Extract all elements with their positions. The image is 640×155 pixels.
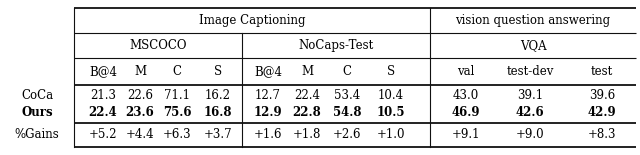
Text: %Gains: %Gains — [15, 128, 60, 142]
Text: 10.4: 10.4 — [378, 89, 404, 102]
Text: MSCOCO: MSCOCO — [129, 39, 187, 52]
Text: 12.7: 12.7 — [255, 89, 281, 102]
Text: +9.0: +9.0 — [516, 128, 544, 142]
Text: M: M — [134, 65, 146, 78]
Text: S: S — [214, 65, 222, 78]
Text: val: val — [458, 65, 475, 78]
Text: 54.8: 54.8 — [333, 106, 361, 119]
Text: 46.9: 46.9 — [452, 106, 480, 119]
Text: 39.1: 39.1 — [517, 89, 543, 102]
Text: +1.6: +1.6 — [253, 128, 282, 142]
Text: 75.6: 75.6 — [163, 106, 191, 119]
Text: 71.1: 71.1 — [164, 89, 190, 102]
Text: +6.3: +6.3 — [163, 128, 191, 142]
Text: Image Captioning: Image Captioning — [199, 14, 305, 27]
Text: 22.4: 22.4 — [294, 89, 320, 102]
Text: B@4: B@4 — [89, 65, 117, 78]
Text: Ours: Ours — [21, 106, 53, 119]
Text: NoCaps-Test: NoCaps-Test — [298, 39, 374, 52]
Text: +4.4: +4.4 — [125, 128, 154, 142]
Text: M: M — [301, 65, 313, 78]
Text: 39.6: 39.6 — [589, 89, 615, 102]
Text: 22.8: 22.8 — [292, 106, 321, 119]
Text: 23.6: 23.6 — [125, 106, 154, 119]
Text: vision question answering: vision question answering — [456, 14, 611, 27]
Text: 16.2: 16.2 — [205, 89, 231, 102]
Text: +1.0: +1.0 — [377, 128, 405, 142]
Text: +9.1: +9.1 — [452, 128, 480, 142]
Text: C: C — [342, 65, 351, 78]
Text: +1.8: +1.8 — [293, 128, 321, 142]
Text: test: test — [591, 65, 613, 78]
Text: +5.2: +5.2 — [89, 128, 117, 142]
Text: +8.3: +8.3 — [588, 128, 616, 142]
Text: B@4: B@4 — [254, 65, 282, 78]
Text: test-dev: test-dev — [506, 65, 554, 78]
Text: 42.9: 42.9 — [588, 106, 616, 119]
Text: 43.0: 43.0 — [453, 89, 479, 102]
Text: 10.5: 10.5 — [377, 106, 405, 119]
Text: 22.4: 22.4 — [88, 106, 117, 119]
Text: S: S — [387, 65, 395, 78]
Text: CoCa: CoCa — [21, 89, 53, 102]
Text: C: C — [173, 65, 182, 78]
Text: VQA: VQA — [520, 39, 547, 52]
Text: +3.7: +3.7 — [204, 128, 232, 142]
Text: 12.9: 12.9 — [253, 106, 282, 119]
Text: 16.8: 16.8 — [204, 106, 232, 119]
Text: 21.3: 21.3 — [90, 89, 116, 102]
Text: 22.6: 22.6 — [127, 89, 153, 102]
Text: +2.6: +2.6 — [333, 128, 361, 142]
Text: 42.6: 42.6 — [516, 106, 544, 119]
Text: 53.4: 53.4 — [334, 89, 360, 102]
